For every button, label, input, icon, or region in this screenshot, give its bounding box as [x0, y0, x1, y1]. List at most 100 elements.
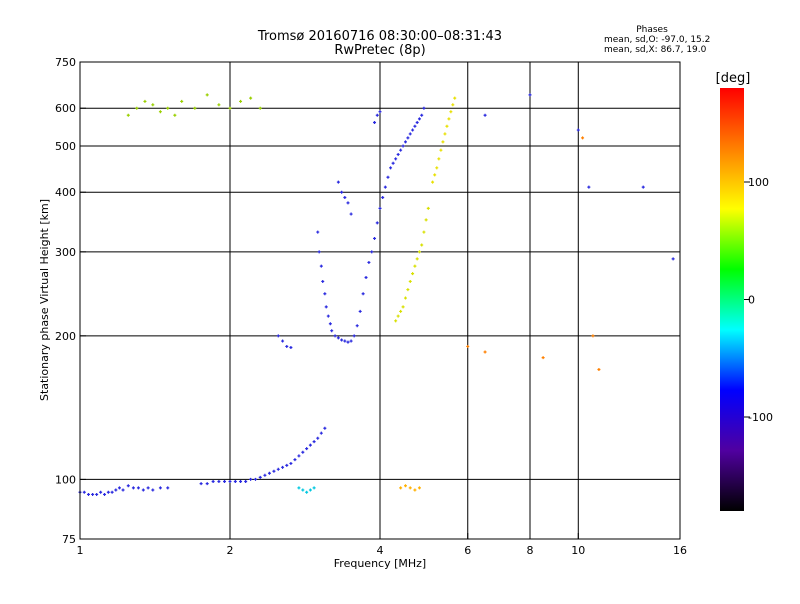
- data-point: [340, 338, 344, 342]
- data-point: [333, 334, 337, 338]
- data-point: [403, 296, 407, 300]
- data-point: [326, 314, 330, 318]
- data-point: [158, 486, 162, 490]
- data-point: [289, 461, 293, 465]
- colorbar: [720, 88, 744, 511]
- data-point: [375, 113, 379, 117]
- data-point: [373, 236, 377, 240]
- data-series: [399, 484, 421, 492]
- data-point: [381, 195, 385, 199]
- data-point: [82, 490, 86, 494]
- data-point: [258, 106, 262, 110]
- data-point: [352, 334, 356, 338]
- data-point: [99, 490, 103, 494]
- phases-o-mode: mean, sd,O: -97.0, 15.2: [604, 35, 710, 45]
- data-point: [205, 93, 209, 97]
- data-point: [217, 479, 221, 483]
- data-point: [483, 113, 487, 117]
- data-point: [431, 180, 435, 184]
- colorbar-tick-label: 0: [748, 294, 755, 307]
- data-point: [151, 488, 155, 492]
- data-point: [285, 344, 289, 348]
- data-point: [244, 479, 248, 483]
- data-point: [205, 482, 209, 486]
- data-point: [121, 488, 125, 492]
- colorbar-ticks: 100 0 -100: [744, 176, 773, 424]
- data-point: [258, 475, 262, 479]
- data-point: [349, 339, 353, 343]
- data-point: [166, 486, 170, 490]
- data-point: [86, 492, 90, 496]
- data-point: [308, 443, 312, 447]
- data-point: [437, 157, 441, 161]
- x-tick-label: 2: [227, 544, 234, 557]
- data-point: [239, 479, 243, 483]
- data-point: [293, 458, 297, 462]
- colorbar-label: [deg]: [716, 71, 751, 86]
- data-point: [391, 161, 395, 165]
- data-point: [483, 350, 487, 354]
- data-point: [143, 99, 147, 103]
- data-point: [415, 121, 419, 125]
- data-point: [317, 250, 321, 254]
- data-point: [141, 488, 145, 492]
- data-point: [253, 477, 257, 481]
- data-point: [312, 486, 316, 490]
- data-series: [297, 486, 316, 494]
- data-point: [587, 185, 591, 189]
- data-point: [401, 144, 405, 148]
- data-point: [411, 128, 415, 132]
- data-point: [528, 93, 532, 97]
- data-point: [91, 492, 95, 496]
- data-point: [394, 157, 398, 161]
- data-point: [415, 257, 419, 261]
- data-point: [316, 436, 320, 440]
- x-tick-label: 4: [377, 544, 384, 557]
- data-point: [426, 206, 430, 210]
- data-point: [276, 467, 280, 471]
- data-point: [173, 113, 177, 117]
- data-point: [422, 230, 426, 234]
- data-point: [424, 218, 428, 222]
- chart-title: Tromsø 20160716 08:30:00–08:31:43: [257, 29, 502, 44]
- data-point: [323, 292, 327, 296]
- data-point: [406, 288, 410, 292]
- data-point: [95, 492, 99, 496]
- data-point: [597, 367, 601, 371]
- data-point: [443, 132, 447, 136]
- data-point: [336, 336, 340, 340]
- data-point: [399, 486, 403, 490]
- x-tick-label: 16: [673, 544, 687, 557]
- data-point: [346, 201, 350, 205]
- data-point: [285, 463, 289, 467]
- x-axis-label: Frequency [MHz]: [334, 557, 426, 570]
- data-point: [399, 148, 403, 152]
- data-point: [340, 190, 344, 194]
- data-point: [435, 166, 439, 170]
- data-point: [413, 488, 417, 492]
- data-point: [420, 243, 424, 247]
- y-tick-label: 750: [55, 56, 76, 69]
- data-point: [396, 314, 400, 318]
- y-axis-ticks: 75 100 200 300 400 500 600 750: [55, 56, 86, 546]
- grid-lines: [80, 62, 680, 539]
- data-point: [131, 486, 135, 490]
- data-point: [297, 486, 301, 490]
- data-point: [453, 96, 457, 100]
- data-point: [199, 482, 203, 486]
- colorbar-tick-label: 100: [748, 176, 769, 189]
- data-point: [305, 490, 309, 494]
- data-point: [449, 110, 453, 114]
- data-point: [249, 477, 253, 481]
- data-point: [422, 106, 426, 110]
- data-point: [151, 103, 155, 107]
- data-point: [239, 99, 243, 103]
- x-tick-label: 6: [464, 544, 471, 557]
- phases-heading: Phases: [636, 25, 668, 35]
- data-point: [378, 110, 382, 114]
- data-point: [386, 175, 390, 179]
- y-tick-label: 75: [62, 533, 76, 546]
- y-tick-label: 500: [55, 140, 76, 153]
- data-point: [349, 212, 353, 216]
